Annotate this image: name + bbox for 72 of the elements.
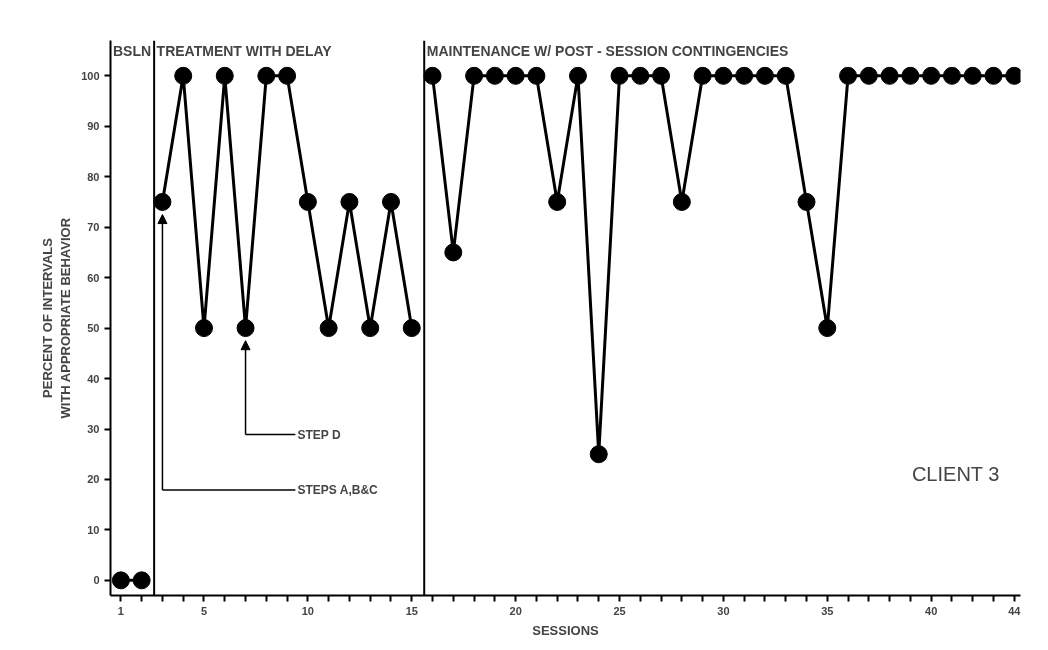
point [527, 66, 546, 85]
y-tick-label: 20 [87, 473, 100, 486]
point [797, 192, 816, 211]
point [735, 66, 754, 85]
y-tick-label: 60 [87, 271, 100, 284]
x-tick-label: 25 [613, 604, 626, 617]
point [361, 319, 380, 338]
point [465, 66, 484, 85]
y-tick-label: 100 [81, 69, 100, 82]
point [132, 571, 151, 590]
x-tick-label: 40 [925, 604, 938, 617]
point [423, 66, 442, 85]
point [839, 66, 858, 85]
point [672, 192, 691, 211]
point [693, 66, 712, 85]
x-tick-label: 5 [200, 604, 208, 617]
point [548, 192, 567, 211]
x-axis-title: SESSIONS [532, 622, 600, 638]
point [506, 66, 525, 85]
point [111, 571, 130, 590]
point [901, 66, 920, 85]
point [984, 66, 1003, 85]
point [340, 192, 359, 211]
point [153, 192, 172, 211]
annotation: BSLN [112, 42, 152, 59]
point [714, 66, 733, 85]
point [963, 66, 982, 85]
point [631, 66, 650, 85]
point [755, 66, 774, 85]
x-tick-label: 44 [1008, 604, 1022, 617]
x-tick-label: 15 [405, 604, 418, 617]
annotation: MAINTENANCE W/ POST - SESSION CONTINGENCIES [426, 42, 789, 59]
point [922, 66, 941, 85]
y-tick-label: 10 [87, 523, 100, 536]
point [381, 192, 400, 211]
point [652, 66, 671, 85]
x-tick-label: 35 [821, 604, 834, 617]
point [174, 66, 193, 85]
point [589, 445, 608, 464]
x-tick-label: 30 [717, 604, 730, 617]
x-tick-label: 1 [117, 604, 124, 617]
y-tick-label: 80 [87, 170, 100, 183]
annotation: CLIENT 3 [911, 462, 1000, 485]
point [215, 66, 234, 85]
point [257, 66, 276, 85]
y-tick-label: 30 [87, 423, 100, 435]
point [942, 66, 961, 85]
annotation: STEPS A,B&C [297, 483, 379, 498]
y-tick-label: 40 [87, 372, 100, 385]
y-tick-label: 90 [87, 120, 100, 133]
x-tick-label: 20 [509, 604, 522, 617]
point [319, 319, 338, 338]
point [859, 66, 878, 85]
x-tick-label: 10 [301, 604, 315, 617]
annotation: TREATMENT WITH DELAY [156, 42, 333, 59]
point [610, 66, 629, 85]
point [776, 66, 795, 85]
annotation: STEP D [297, 427, 341, 442]
point [568, 66, 587, 85]
point [236, 319, 255, 338]
y-tick-label: 0 [93, 574, 100, 587]
point [194, 319, 213, 338]
point [818, 319, 837, 338]
point [444, 243, 463, 262]
y-axis-title: PERCENT OF INTERVALS WITH APPROPRIATE BEHAVIOR [40, 217, 74, 419]
point [278, 66, 297, 85]
point [880, 66, 899, 85]
point [485, 66, 504, 85]
point [298, 192, 317, 211]
y-tick-label: 50 [87, 322, 100, 335]
point [402, 319, 421, 338]
y-tick-label: 70 [87, 221, 100, 234]
